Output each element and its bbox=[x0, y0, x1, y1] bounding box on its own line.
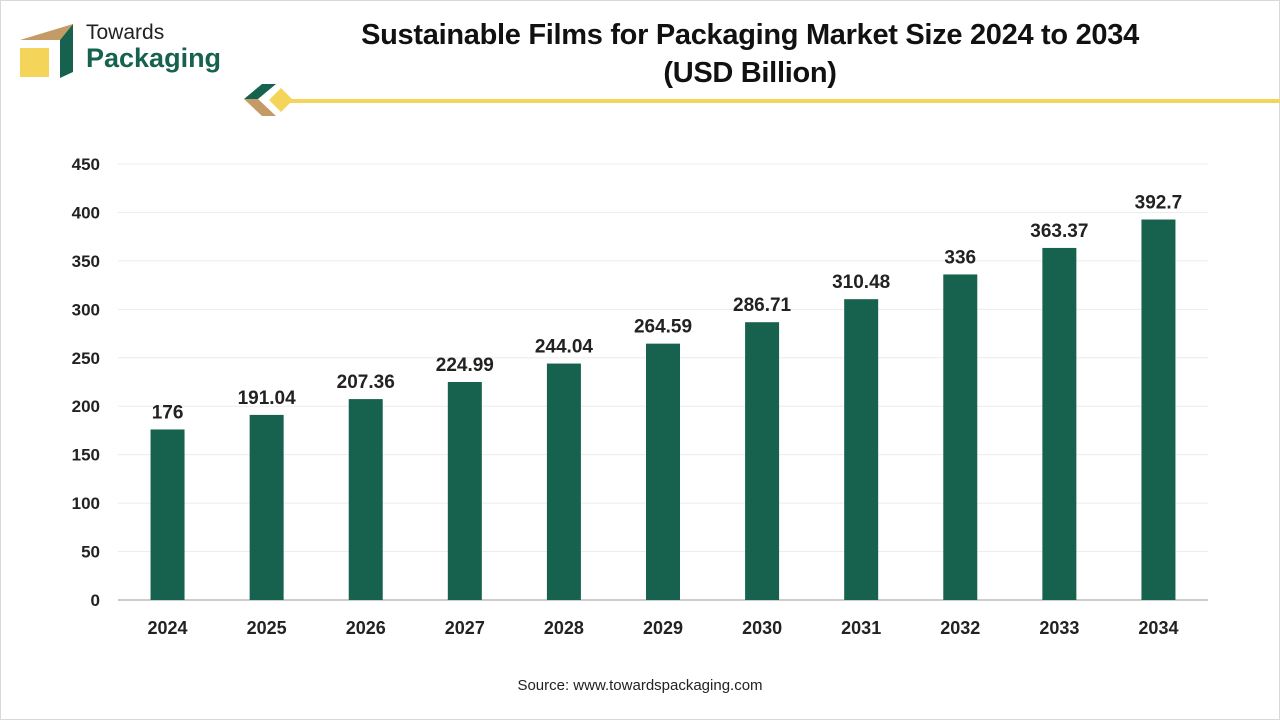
data-label: 224.99 bbox=[436, 355, 494, 376]
data-label: 191.04 bbox=[238, 388, 297, 409]
logo-icon bbox=[20, 24, 73, 78]
x-tick-label: 2024 bbox=[148, 618, 188, 638]
logo-text-towards: Towards bbox=[86, 21, 165, 44]
y-tick-label: 50 bbox=[81, 543, 100, 562]
y-tick-label: 150 bbox=[72, 446, 100, 465]
y-tick-label: 200 bbox=[72, 397, 100, 416]
bar-2025 bbox=[249, 414, 284, 600]
bar-2033 bbox=[1042, 247, 1077, 600]
y-tick-label: 450 bbox=[72, 155, 100, 174]
x-tick-label: 2028 bbox=[544, 618, 584, 638]
x-tick-label: 2029 bbox=[643, 618, 683, 638]
data-label: 286.71 bbox=[733, 295, 792, 316]
x-tick-label: 2025 bbox=[247, 618, 287, 638]
data-label: 363.37 bbox=[1030, 221, 1088, 242]
bar-2028 bbox=[546, 363, 581, 600]
x-tick-label: 2032 bbox=[940, 618, 980, 638]
y-tick-label: 100 bbox=[72, 494, 100, 513]
chart-title: Sustainable Films for Packaging Market S… bbox=[300, 16, 1200, 92]
y-tick-label: 400 bbox=[72, 203, 100, 222]
data-label: 310.48 bbox=[832, 272, 890, 293]
bar-2026 bbox=[348, 399, 383, 600]
title-line-2: (USD Billion) bbox=[663, 57, 837, 89]
x-tick-label: 2034 bbox=[1138, 618, 1178, 638]
bar-2030 bbox=[745, 322, 780, 600]
bar-2029 bbox=[646, 343, 680, 600]
title-line-1: Sustainable Films for Packaging Market S… bbox=[361, 19, 1139, 51]
data-label: 176 bbox=[152, 402, 184, 423]
bar-2032 bbox=[943, 274, 978, 600]
bar-2031 bbox=[844, 299, 879, 600]
x-tick-label: 2027 bbox=[445, 618, 485, 638]
bar-2024 bbox=[150, 429, 185, 600]
x-tick-label: 2033 bbox=[1039, 618, 1079, 638]
y-tick-label: 250 bbox=[72, 349, 100, 368]
x-tick-label: 2031 bbox=[841, 618, 881, 638]
data-label: 244.04 bbox=[535, 337, 594, 358]
source-text: Source: www.towardspackaging.com bbox=[517, 677, 763, 694]
logo-text-packaging: Packaging bbox=[86, 43, 222, 73]
bar-2027 bbox=[447, 382, 482, 600]
data-label: 392.7 bbox=[1135, 193, 1183, 214]
data-label: 264.59 bbox=[634, 317, 692, 338]
data-label: 207.36 bbox=[337, 372, 395, 393]
divider-arrow-icon bbox=[244, 84, 1280, 116]
bar-2034 bbox=[1141, 219, 1176, 600]
data-label: 336 bbox=[944, 247, 976, 268]
x-tick-label: 2030 bbox=[742, 618, 782, 638]
y-tick-label: 0 bbox=[91, 591, 100, 610]
y-tick-label: 300 bbox=[72, 300, 100, 319]
x-tick-label: 2026 bbox=[346, 618, 386, 638]
y-tick-label: 350 bbox=[72, 252, 100, 271]
